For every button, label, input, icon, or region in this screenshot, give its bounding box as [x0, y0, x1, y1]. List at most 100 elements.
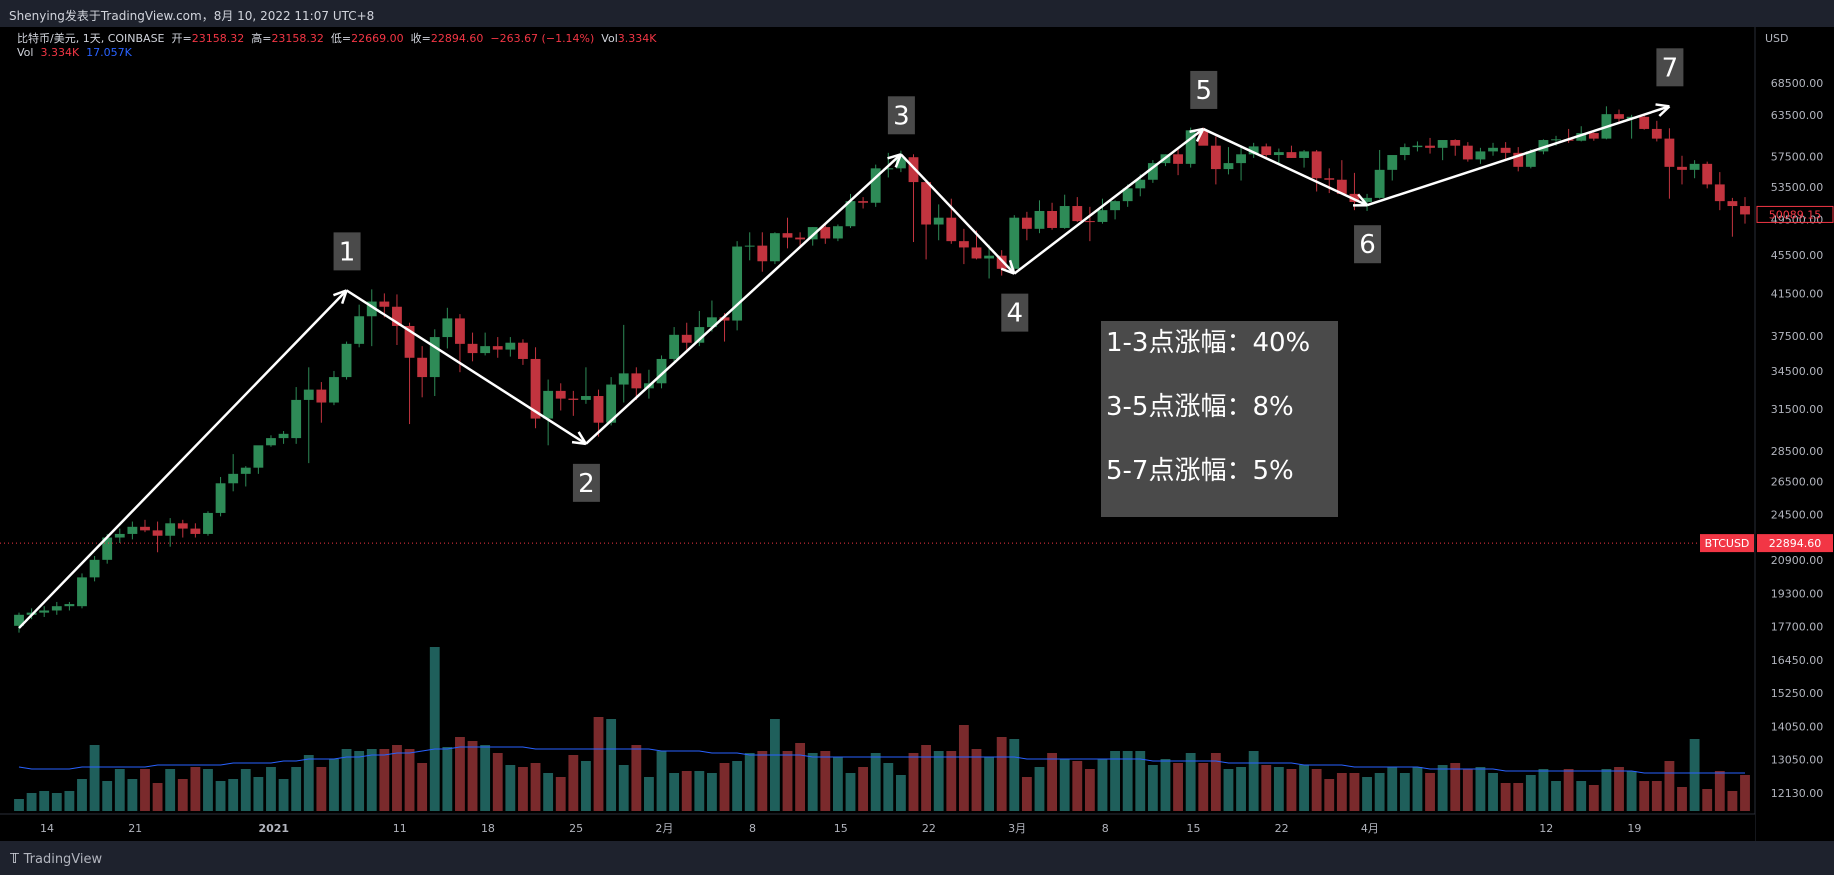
tradingview-logo[interactable]: 𝕋 TradingView — [10, 852, 102, 867]
candle — [1412, 141, 1423, 152]
candle-body — [1614, 114, 1624, 119]
volume-bar — [140, 769, 150, 811]
volume-bar — [64, 791, 75, 811]
volume-bar — [593, 717, 604, 811]
wave-segment — [345, 289, 587, 445]
volume-bar — [102, 781, 113, 811]
price-tags: BTCUSD 22894.60 50089.15 — [1700, 205, 1834, 553]
symbol-tag-text: BTCUSD — [1705, 537, 1750, 550]
candle-body — [492, 346, 503, 350]
candle — [1399, 143, 1410, 161]
candle — [1702, 161, 1713, 189]
volume-bar — [1336, 773, 1347, 811]
candle — [1110, 200, 1120, 220]
volume-bar — [782, 751, 793, 811]
annotation-background — [1101, 321, 1338, 517]
volume-bar — [870, 753, 881, 811]
candle-body — [1639, 116, 1650, 129]
volume-bar — [1248, 751, 1259, 811]
candle — [744, 232, 755, 261]
candle — [1462, 142, 1473, 162]
volume-bar — [883, 763, 894, 811]
volume-bar — [429, 647, 440, 811]
volume-bar — [1626, 771, 1637, 811]
volume-bar — [1110, 751, 1120, 811]
price-tick-label: 12130.00 — [1771, 787, 1824, 800]
candle — [1588, 132, 1599, 141]
candle — [769, 232, 780, 265]
candle-body — [1399, 147, 1410, 156]
candle-body — [1437, 140, 1448, 148]
wave-label-text: 3 — [893, 101, 910, 131]
price-tick-label: 19300.00 — [1771, 587, 1824, 600]
candle-body — [127, 526, 138, 534]
price-tick-label: 20900.00 — [1771, 554, 1824, 567]
candle-body — [807, 227, 818, 240]
candle — [89, 556, 100, 582]
candle-body — [89, 559, 100, 578]
legend2-part-1: 3.334K — [40, 46, 79, 59]
volume-bar — [757, 751, 768, 811]
candle — [152, 521, 163, 553]
candle-body — [1311, 151, 1322, 179]
time-axis-panel[interactable] — [0, 814, 1755, 841]
volume-bar — [681, 771, 692, 811]
candle — [1651, 120, 1662, 142]
wave-label-5: 5 — [1190, 70, 1218, 109]
volume-bar — [1135, 751, 1146, 811]
volume-bar — [933, 751, 944, 811]
wave-arrowhead — [1655, 103, 1670, 108]
legend1-part-1: 23158.32 — [192, 32, 245, 45]
candle — [631, 367, 642, 400]
volume-bar — [1374, 773, 1385, 811]
price-axis-panel[interactable] — [1755, 27, 1834, 841]
wave-arrowhead — [571, 440, 587, 446]
volume-bar — [820, 751, 831, 811]
volume-bar — [77, 779, 87, 811]
wave-arrowhead — [1357, 193, 1369, 206]
volume-bar — [127, 779, 138, 811]
volume-bar — [1614, 767, 1624, 811]
candle-body — [1425, 145, 1435, 148]
wave-label-text: 5 — [1195, 76, 1212, 106]
volume-bar — [392, 745, 402, 811]
top-bar: Shenying发表于TradingView.com，8月 10, 2022 1… — [0, 0, 1834, 27]
volume-bar — [606, 719, 617, 811]
volume-bar — [1210, 753, 1221, 811]
volume-bar — [1084, 769, 1095, 811]
volume-bar — [1362, 777, 1372, 811]
time-tick-label: 21 — [128, 822, 142, 835]
candle — [51, 601, 62, 615]
time-tick-label: 22 — [922, 822, 936, 835]
volume-bar — [404, 749, 415, 811]
candle-body — [1513, 152, 1524, 167]
footer-bar: 𝕋 TradingView — [0, 841, 1834, 875]
candle-body — [266, 438, 276, 446]
candle-body — [1286, 152, 1297, 158]
current-price-tag — [1757, 534, 1833, 553]
price-tick-label: 17700.00 — [1771, 621, 1824, 634]
candle-body — [1173, 154, 1183, 164]
candle-body — [1475, 151, 1486, 160]
volume-bar — [455, 737, 465, 811]
price-tick-label: 57500.00 — [1771, 150, 1824, 163]
volume-bar — [1223, 769, 1234, 811]
volume-bar — [1588, 785, 1599, 811]
candle — [996, 250, 1007, 276]
time-tick-label: 18 — [481, 822, 495, 835]
volume-bar — [1198, 763, 1209, 811]
volume-bar — [291, 767, 302, 811]
price-chart[interactable]: USD 比特币/美元, 1天, COINBASE 开=23158.32 高=23… — [0, 27, 1834, 841]
candle-body — [354, 316, 365, 344]
candle-body — [1034, 210, 1045, 229]
candle — [404, 322, 415, 425]
volume-bar — [618, 765, 629, 811]
candle-body — [795, 237, 806, 240]
candle — [606, 377, 617, 426]
volume-bar — [1437, 765, 1448, 811]
candle-body — [908, 157, 919, 183]
candle — [240, 466, 251, 487]
candle — [278, 431, 289, 444]
volume-bar — [1261, 765, 1272, 811]
price-tick-label: 14050.00 — [1771, 720, 1824, 733]
